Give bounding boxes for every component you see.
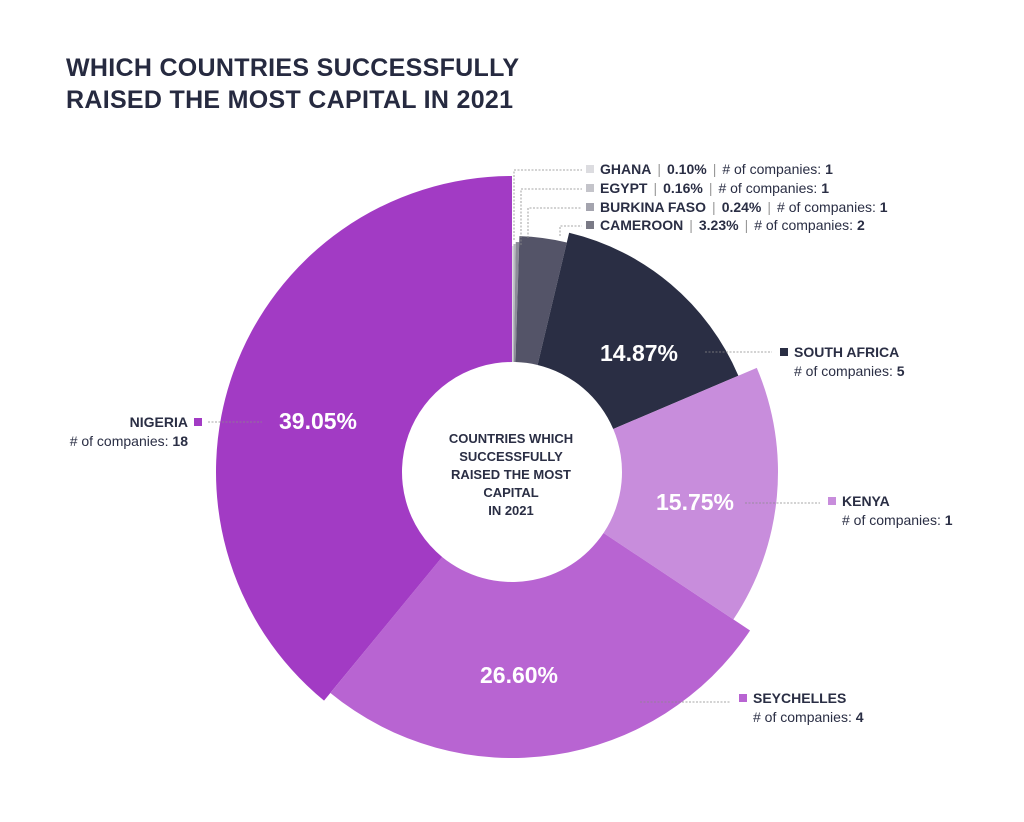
title-line-1: WHICH COUNTRIES SUCCESSFULLY <box>66 54 520 82</box>
slice-nigeria <box>216 176 512 701</box>
legend-name: KENYA <box>842 493 890 509</box>
leader-line <box>559 225 582 236</box>
legend-pct: 3.23% <box>698 217 739 233</box>
legend-swatch <box>586 165 594 173</box>
legend-companies-label: # of companies: <box>754 217 854 233</box>
leader-line <box>527 207 582 238</box>
legend-cameroon: CAMEROON | 3.23% | # of companies: 2 <box>586 216 865 235</box>
slice-kenya <box>603 367 778 620</box>
legend-swatch <box>194 418 202 426</box>
legend-south-africa: SOUTH AFRICA # of companies: 5 <box>780 343 905 381</box>
legend-nigeria: NIGERIA # of companies: 18 <box>38 413 202 451</box>
legend-companies: 1 <box>821 180 829 196</box>
legend-kenya: KENYA # of companies: 1 <box>828 492 953 530</box>
legend-swatch <box>586 184 594 192</box>
legend-swatch <box>586 221 594 229</box>
legend-egypt: EGYPT | 0.16% | # of companies: 1 <box>586 179 829 198</box>
legend-name: EGYPT <box>600 180 648 196</box>
legend-companies: 1 <box>944 512 953 528</box>
legend-companies-label: # of companies: <box>69 433 169 449</box>
legend-name: SOUTH AFRICA <box>794 344 900 360</box>
legend-companies: 1 <box>825 161 833 177</box>
center-line: IN 2021 <box>488 503 534 518</box>
center-line: CAPITAL <box>483 485 539 500</box>
leader-line <box>513 169 582 240</box>
slice-ghana <box>512 246 514 363</box>
legend-companies-label: # of companies: <box>794 363 893 379</box>
center-caption: COUNTRIES WHICH SUCCESSFULLY RAISED THE … <box>421 430 601 520</box>
legend-companies: 4 <box>855 709 864 725</box>
legend-companies-label: # of companies: <box>718 180 818 196</box>
chart-title: WHICH COUNTRIES SUCCESSFULLY RAISED THE … <box>66 52 519 116</box>
legend-companies-label: # of companies: <box>777 199 876 215</box>
legend-pct: 0.10% <box>666 161 707 177</box>
legend-companies: 2 <box>856 217 865 233</box>
slice-burkina-faso <box>513 242 520 363</box>
slice-label-kenya: 15.75% <box>656 489 735 515</box>
legend-name: SEYCHELLES <box>753 690 847 706</box>
legend-swatch <box>828 497 836 505</box>
slice-south-africa <box>537 232 739 429</box>
center-line: RAISED THE MOST <box>451 467 571 482</box>
legend-swatch <box>780 348 788 356</box>
leader-line <box>520 188 582 245</box>
legend-swatch <box>586 203 594 211</box>
slice-label-nigeria: 39.05% <box>279 408 358 434</box>
legend-pct: 0.24% <box>721 199 762 215</box>
legend-burkina-faso: BURKINA FASO | 0.24% | # of companies: 1 <box>586 198 888 217</box>
legend-name: CAMEROON <box>600 217 684 233</box>
slice-label-seychelles: 26.60% <box>480 662 559 688</box>
legend-companies: 1 <box>879 199 888 215</box>
legend-seychelles: SEYCHELLES # of companies: 4 <box>739 689 864 727</box>
slice-cameroon <box>515 236 567 366</box>
legend-name: BURKINA FASO <box>600 199 707 215</box>
legend-companies: 5 <box>896 363 905 379</box>
center-line: COUNTRIES WHICH <box>448 431 574 446</box>
legend-companies-label: # of companies: <box>842 512 941 528</box>
slice-egypt <box>512 244 516 363</box>
title-line-2: RAISED THE MOST CAPITAL IN 2021 <box>66 86 514 114</box>
legend-name: NIGERIA <box>129 414 188 430</box>
legend-companies-label: # of companies: <box>722 161 822 177</box>
legend-companies: 18 <box>172 433 188 449</box>
center-line: SUCCESSFULLY <box>459 449 563 464</box>
legend-swatch <box>739 694 747 702</box>
slice-label-south-africa: 14.87% <box>600 340 679 366</box>
legend-pct: 0.16% <box>663 180 703 196</box>
legend-name: GHANA <box>600 161 652 177</box>
legend-ghana: GHANA | 0.10% | # of companies: 1 <box>586 160 833 179</box>
legend-companies-label: # of companies: <box>753 709 852 725</box>
